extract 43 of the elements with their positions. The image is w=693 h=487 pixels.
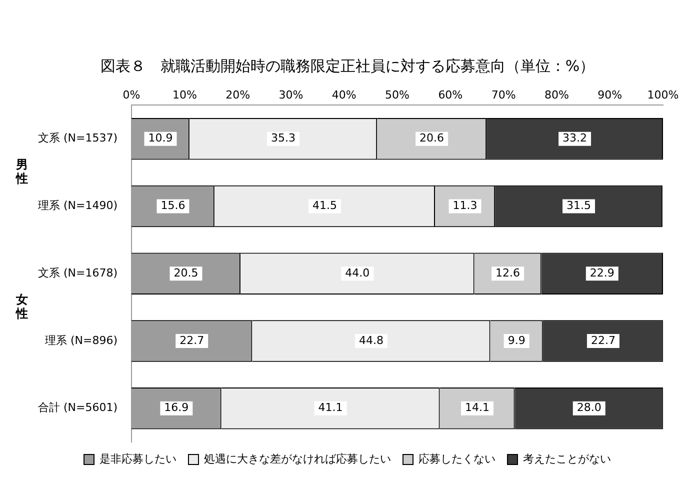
x-tick-label: 20% (226, 88, 250, 102)
y-tick-label: 合計 (N=5601) (38, 401, 118, 414)
data-label: 44.0 (345, 266, 370, 280)
x-tick-label: 40% (332, 88, 356, 102)
data-label: 11.3 (452, 199, 478, 212)
y-tick-label: 理系 (N=896) (44, 334, 118, 347)
data-label: 44.8 (358, 334, 384, 347)
x-tick-label: 60% (438, 88, 463, 102)
legend-label: 是非応募したい (100, 452, 176, 466)
data-label: 16.9 (164, 401, 189, 414)
data-label: 33.2 (562, 132, 588, 145)
x-tick-label: 0% (122, 88, 140, 102)
text: 男性 (15, 158, 28, 186)
x-tick-label: 70% (491, 88, 516, 102)
x-tick-label: 90% (598, 88, 622, 102)
chart-title: 図表８ 就職活動開始時の職務限定正社員に対する応募意向（単位：%） (100, 56, 595, 75)
data-label: 22.7 (590, 334, 616, 347)
text: 女性 (15, 292, 28, 320)
x-tick-label: 10% (172, 88, 197, 102)
data-label: 22.7 (180, 334, 204, 347)
data-label: 15.6 (160, 199, 186, 212)
data-label: 41.5 (312, 199, 337, 212)
legend-label: 応募したくない (418, 452, 496, 466)
x-tick-label: 80% (544, 88, 569, 102)
data-label: 31.5 (566, 199, 592, 212)
data-label: 35.3 (271, 132, 296, 145)
data-label: 12.6 (496, 266, 520, 280)
x-tick-label: 100% (647, 88, 679, 102)
data-label: 28.0 (576, 401, 602, 414)
y-tick-label: 理系 (N=1490) (38, 199, 118, 212)
x-tick-label: 30% (278, 88, 304, 102)
legend-label: 考えたことがない (523, 452, 611, 466)
data-label: 14.1 (464, 401, 490, 414)
y-tick-label: 文系 (N=1537) (38, 132, 118, 145)
data-label: 20.6 (420, 132, 444, 145)
data-label: 22.9 (590, 266, 614, 280)
legend-label: 処遇に大きな差がなければ応募したい (204, 452, 391, 466)
data-label: 10.9 (148, 132, 173, 145)
x-tick-label: 50% (385, 88, 410, 102)
data-label: 41.1 (318, 401, 343, 414)
data-label: 9.9 (508, 334, 526, 347)
data-label: 20.5 (174, 266, 198, 280)
y-tick-label: 文系 (N=1678) (38, 266, 118, 280)
